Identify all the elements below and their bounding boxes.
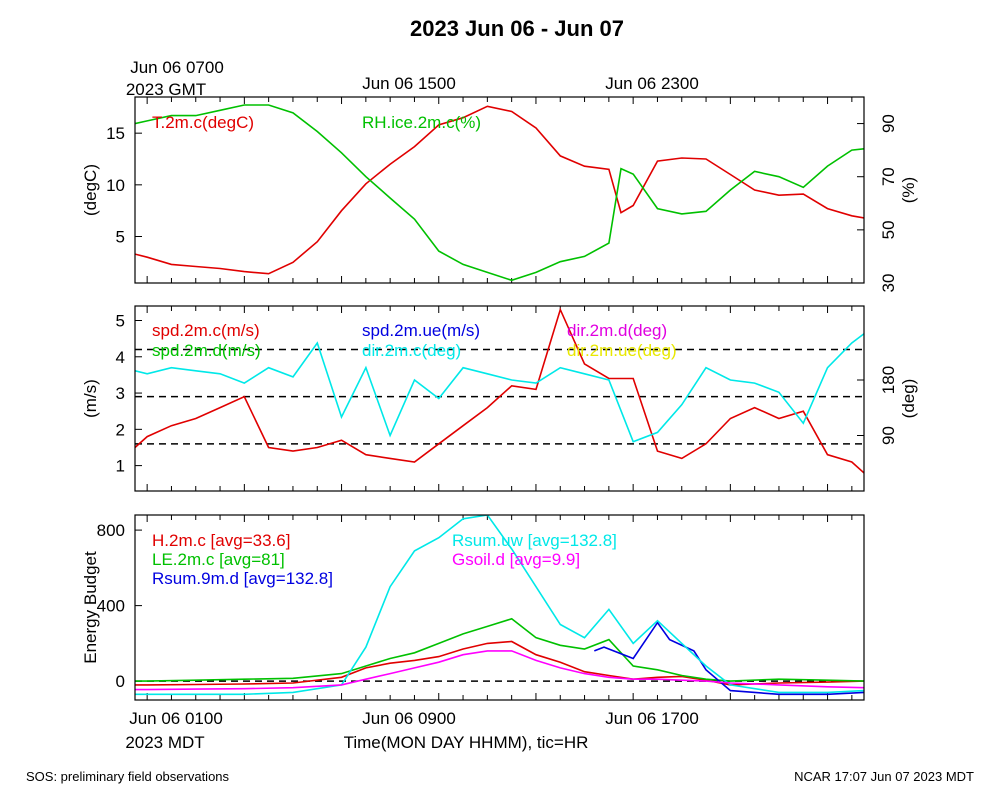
panel-2-legend-1: spd.2m.c(m/s) [152,321,260,340]
footer-right: NCAR 17:07 Jun 07 2023 MDT [794,769,974,784]
panel-1-y-right-tick-label: 70 [879,167,898,186]
panel-1-legend-1: T.2m.c(degC) [152,113,254,132]
footer-left: SOS: preliminary field observations [26,769,230,784]
panel-3-y-tick-label: 400 [97,597,125,616]
panel-2-series-1 [135,307,864,474]
panel-1-legend-2: RH.ice.2m.c(%) [362,113,481,132]
panel-3-legend-1: H.2m.c [avg=33.6] [152,531,290,550]
panel-2-y-tick-label: 1 [116,457,125,476]
panel-2-y-tick-label: 5 [116,312,125,331]
panel-1-y-tick-label: 10 [106,176,125,195]
panel-1-frame [134,96,865,284]
panel-3-series-2 [135,617,864,682]
panel-3-series-5 [135,650,864,691]
panel-2-ylabel-right: (deg) [899,379,918,419]
gmt-tick-label-2: Jun 06 2300 [605,74,699,93]
chart-title: 2023 Jun 06 - Jun 07 [410,16,624,41]
gmt-tick-label-1: Jun 06 1500 [362,74,456,93]
gmt-year-label: 2023 GMT [126,80,206,99]
panel-1-series-2 [135,104,864,282]
mdt-tick-label-3: Jun 06 1700 [605,709,699,728]
mdt-year-label: 2023 MDT [125,733,204,752]
panel-2-y-tick-label: 2 [116,420,125,439]
panel-2-ylabel: (m/s) [81,379,100,418]
panel-2-series-4 [135,333,864,443]
panel-3-series-1 [135,640,864,686]
panel-2-y-tick-label: 3 [116,384,125,403]
x-axis-label: Time(MON DAY HHMM), tic=HR [344,733,589,752]
panel-3-legend-2: LE.2m.c [avg=81] [152,550,285,569]
panel-2-legend-3: spd.2m.ue(m/s) [362,321,480,340]
panel-3-frame [134,514,865,701]
panel-2-y-right-tick-label: 90 [879,426,898,445]
mdt-tick-label-2: Jun 06 0900 [362,709,456,728]
panel-2-frame [134,305,865,492]
panel-3-legend-5: Gsoil.d [avg=9.9] [452,550,580,569]
panel-1-y-right-tick-label: 90 [879,114,898,133]
panel-3-y-tick-label: 0 [116,672,125,691]
panel-2-y-right-tick-label: 180 [879,366,898,394]
panel-3-series-4 [135,515,864,696]
panel-3-legend-4: Rsum.uw [avg=132.8] [452,531,617,550]
panel-2-legend-6: dir.2m.ue(deg) [567,341,677,360]
panel-2-legend-5: dir.2m.d(deg) [567,321,667,340]
panel-1-y-right-tick-label: 50 [879,220,898,239]
panel-2-y-tick-label: 4 [116,348,125,367]
panel-3-y-tick-label: 800 [97,521,125,540]
panel-3-legend-3: Rsum.9m.d [avg=132.8] [152,569,333,588]
panel-2-legend-2: spd.2m.d(m/s) [152,341,261,360]
panel-1-ylabel: (degC) [81,164,100,216]
panel-1-y-right-tick-label: 30 [879,274,898,293]
panel-3-series-3 [594,621,864,696]
mdt-tick-label-1: Jun 06 0100 [129,709,223,728]
panel-1-series-1 [135,105,864,275]
panel-3-ylabel: Energy Budget [81,551,100,664]
gmt-start-label: Jun 06 0700 [130,58,224,77]
panel-1-y-tick-label: 15 [106,124,125,143]
panel-1-ylabel-right: (%) [899,177,918,203]
panel-2-legend-4: dir.2m.c(deg) [362,341,461,360]
panel-1-y-tick-label: 5 [116,228,125,247]
